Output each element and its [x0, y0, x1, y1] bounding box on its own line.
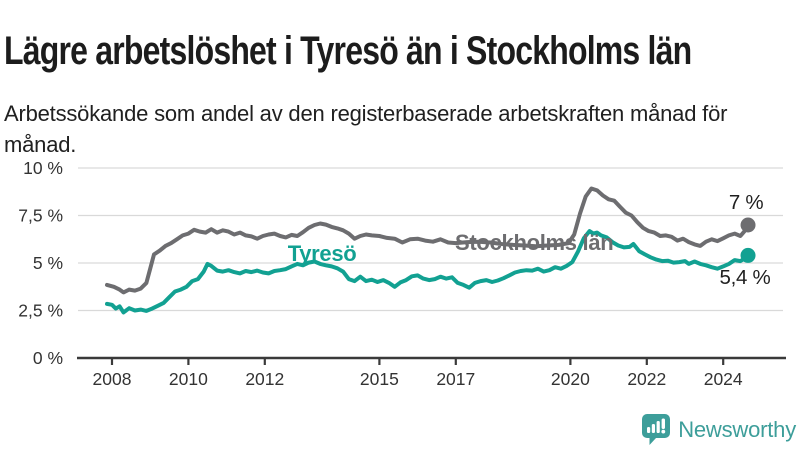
x-axis-tick-label: 2022 [627, 369, 666, 389]
y-axis-tick-label: 7,5 % [18, 206, 63, 226]
chart-title: Lägre arbetslöshet i Tyresö än i Stockho… [4, 28, 692, 73]
x-axis-tick-label: 2010 [169, 369, 208, 389]
y-axis-tick-label: 5 % [33, 253, 63, 273]
end-value-label-tyreso: 5,4 % [720, 266, 771, 289]
series-end-dot-tyreso [740, 247, 756, 263]
newsworthy-logo[interactable]: Newsworthy [641, 413, 796, 446]
x-axis-tick-label: 2024 [704, 369, 743, 389]
series-label-stockholms-lan: Stockholms län [455, 230, 613, 255]
end-value-label-stockholms-lan: 7 % [729, 191, 763, 214]
series-label-tyreso: Tyresö [288, 241, 357, 266]
series-line-stockholms-lan [105, 186, 750, 295]
x-axis-tick-label: 2012 [245, 369, 284, 389]
series-end-dot-stockholms-lan [740, 217, 756, 233]
speech-bubble-bar-chart-icon [642, 414, 671, 445]
x-axis-tick-label: 2008 [93, 369, 132, 389]
y-axis-tick-label: 0 % [33, 348, 63, 368]
y-axis-tick-label: 10 % [23, 158, 63, 178]
x-axis-tick-label: 2015 [360, 369, 399, 389]
newsworthy-wordmark: Newsworthy [678, 416, 796, 442]
x-axis-tick-label: 2017 [436, 369, 475, 389]
series-line-tyreso [105, 229, 750, 315]
y-axis-tick-label: 2,5 % [18, 301, 63, 321]
x-axis-tick-label: 2020 [551, 369, 590, 389]
chart-subtitle: Arbetssökande som andel av den registerb… [4, 101, 728, 157]
